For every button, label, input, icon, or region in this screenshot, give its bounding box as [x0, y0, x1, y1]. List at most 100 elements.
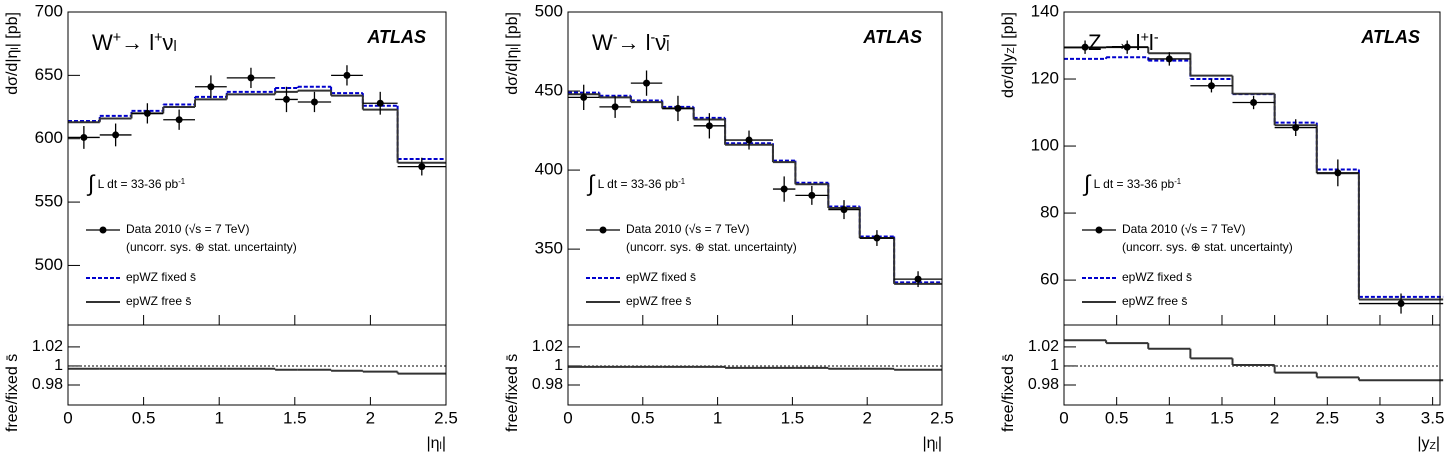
main-frame — [567, 11, 943, 326]
data-point — [1292, 124, 1300, 132]
x-axis-title-part: |η — [426, 435, 439, 452]
data-point — [808, 191, 816, 199]
channel-label: Z → l+l- — [1088, 30, 1159, 55]
ratio-y-axis-title-part: free/fixed s̄ — [1000, 354, 1017, 432]
x-axis-title: |ηl| — [922, 435, 942, 452]
x-tick-label: 2 — [1270, 408, 1279, 427]
lumi-label: ∫ L dt = 33-36 pb-1 — [86, 170, 185, 196]
channel-label-part: → l — [121, 30, 154, 55]
y-axis-title-part: | [pb] — [1000, 12, 1017, 47]
channel-label-part: ν̄ — [655, 30, 669, 55]
x-tick-label: 0.5 — [132, 408, 156, 427]
lumi-label-part: -1 — [1174, 177, 1181, 186]
ratio-y-axis-title: free/fixed s̄ — [504, 354, 521, 432]
lumi-label-part: ∫ — [586, 170, 596, 196]
y-tick-label: 500 — [535, 1, 563, 20]
y-tick-label: 120 — [1031, 69, 1059, 88]
atlas-label: ATLAS — [1360, 27, 1420, 47]
atlas-label: ATLAS — [862, 27, 922, 47]
atlas-label: ATLAS — [366, 27, 426, 47]
legend-label: epWZ free s̄ — [126, 294, 191, 308]
data-point — [780, 185, 788, 193]
y-tick-label: 650 — [35, 65, 63, 84]
data-point — [674, 104, 682, 112]
y-axis-title: dσ/d|yZ| [pb] — [1000, 12, 1017, 98]
y-axis-title-part: | [pb] — [4, 12, 21, 47]
y-axis-title-part: dσ/d|η — [4, 50, 21, 95]
x-axis-title-part: Z — [1429, 441, 1436, 452]
y-axis-title-part: dσ/d|y — [1000, 54, 1017, 98]
legend-note: (uncorr. sys. ⊕ stat. uncertainty) — [1122, 240, 1293, 254]
x-tick-label: 3.5 — [1421, 408, 1445, 427]
x-tick-label: 2.5 — [434, 408, 458, 427]
y-tick-label: 700 — [35, 1, 63, 20]
channel-label-part: Z → l — [1088, 30, 1141, 55]
ratio-frame — [67, 324, 447, 406]
lumi-label: ∫ L dt = 33-36 pb-1 — [586, 170, 685, 196]
channel-label-part: l — [666, 39, 669, 55]
data-point — [580, 93, 588, 101]
data-point — [175, 116, 183, 124]
data-point — [1123, 43, 1131, 51]
ratio-y-tick-label: 0.98 — [1028, 376, 1059, 393]
channel-label-part: + — [1141, 30, 1149, 46]
x-axis-title: |ηl| — [426, 435, 446, 452]
channel-label-part: l — [1149, 30, 1154, 55]
ratio-y-tick-label: 0.98 — [532, 376, 563, 393]
channel-label-part: + — [113, 30, 121, 46]
ratio-y-tick-label: 1 — [1050, 357, 1059, 374]
x-axis-title-part: | — [1436, 435, 1440, 452]
channel-label-part: - — [651, 30, 656, 46]
data-point — [1397, 300, 1405, 308]
ratio-y-axis-title-part: free/fixed s̄ — [504, 354, 521, 432]
channel-label-part: - — [613, 30, 618, 46]
channel-label-part: + — [154, 30, 162, 46]
x-axis-title-part: | — [938, 435, 942, 452]
y-tick-label: 100 — [1031, 136, 1059, 155]
data-point — [1334, 169, 1342, 177]
y-axis-title-part: | [pb] — [504, 12, 521, 47]
lumi-label-part: ∫ — [1082, 170, 1092, 196]
ratio-y-axis-title: free/fixed s̄ — [1000, 354, 1017, 432]
ratio-y-tick-label: 1.02 — [532, 338, 563, 355]
data-point — [705, 122, 713, 130]
x-tick-label: 2.5 — [930, 408, 954, 427]
lumi-label-part: L dt = 33-36 pb — [94, 177, 178, 191]
ratio-y-tick-label: 1.02 — [1028, 338, 1059, 355]
x-tick-label: 1.5 — [283, 408, 307, 427]
legend-note: (uncorr. sys. ⊕ stat. uncertainty) — [126, 240, 297, 254]
ratio-frame — [567, 324, 943, 406]
data-point — [310, 98, 318, 106]
x-tick-label: 2.5 — [1315, 408, 1339, 427]
x-axis-title-part: l — [440, 441, 442, 452]
ratio-y-axis-title: free/fixed s̄ — [4, 354, 21, 432]
data-point — [840, 206, 848, 214]
data-point — [418, 163, 426, 171]
y-axis-title: dσ/d|ηl| [pb] — [504, 12, 521, 95]
data-point — [1250, 98, 1258, 106]
main-frame — [67, 11, 447, 326]
x-tick-label: 1.5 — [1210, 408, 1234, 427]
legend-label: Data 2010 (√s = 7 TeV) — [1122, 222, 1245, 236]
channel-label: W-→ l-ν̄l — [592, 30, 669, 55]
channel-label-part: W — [92, 30, 113, 55]
legend-label: epWZ free s̄ — [626, 294, 691, 308]
data-point — [745, 136, 753, 144]
y-axis-title-part: l — [10, 47, 21, 49]
lumi-label-part: -1 — [178, 177, 185, 186]
x-tick-label: 2 — [366, 408, 375, 427]
y-tick-label: 500 — [35, 255, 63, 274]
ratio-frame — [1063, 324, 1441, 406]
legend-data-point — [99, 226, 107, 234]
lumi-label-part: ∫ — [86, 170, 96, 196]
x-tick-label: 3 — [1375, 408, 1384, 427]
data-point — [143, 109, 151, 117]
legend-label: Data 2010 (√s = 7 TeV) — [126, 222, 249, 236]
data-point — [207, 83, 215, 91]
data-point — [282, 95, 290, 103]
x-tick-label: 1 — [713, 408, 722, 427]
x-tick-label: 0 — [1059, 408, 1068, 427]
legend-data-point — [599, 226, 607, 234]
